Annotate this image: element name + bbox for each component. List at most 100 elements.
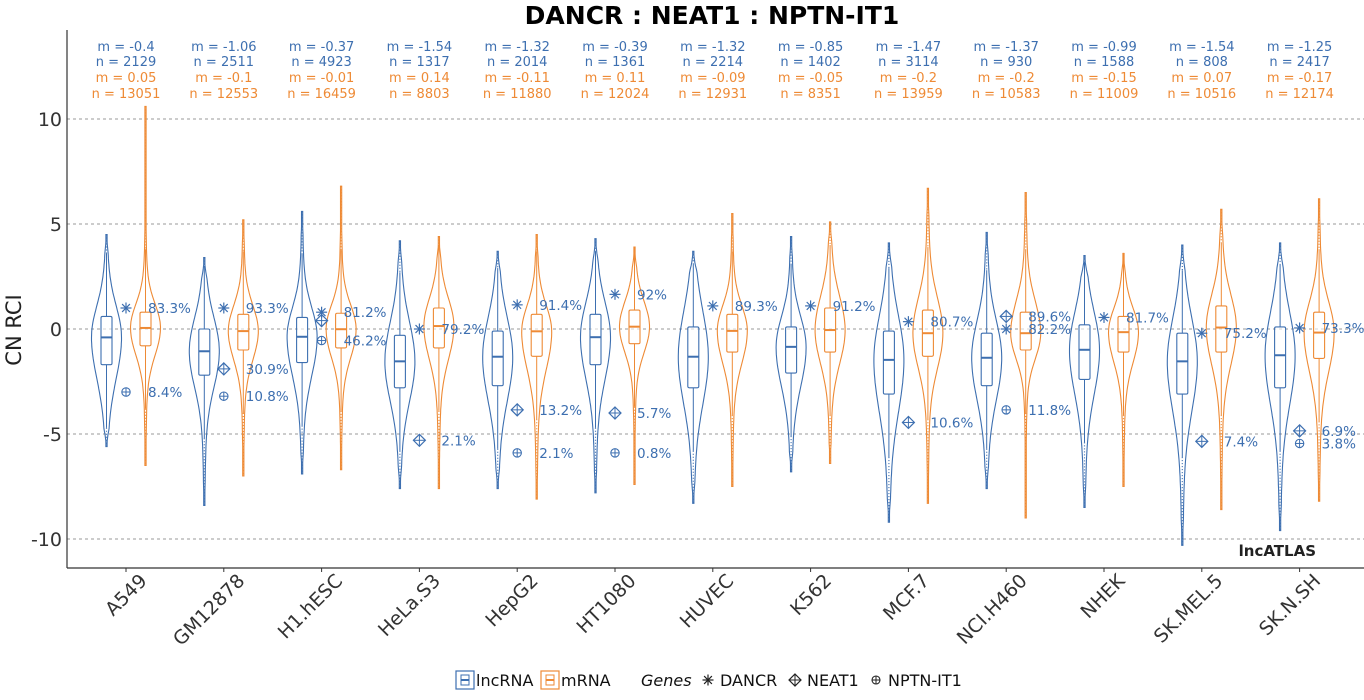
dancr-pct-label: 91.4%: [539, 298, 582, 314]
neat1-marker: [1194, 434, 1209, 449]
gene-markers: 83.3% 93.3% 81.2% 79.2% 91.4% 92% 89.3% 91.2% 80…: [120, 287, 1364, 462]
x-tick-label: MCF.7: [879, 570, 934, 625]
lncrna-stat-label: n = 1317: [389, 55, 449, 70]
neat1-pct-label: 30.9%: [246, 362, 289, 378]
lncrna-stat-label: n = 2014: [487, 55, 547, 70]
neat1-pct-label: 13.2%: [539, 403, 582, 419]
mrna-stat-label: n = 11009: [1070, 87, 1139, 102]
neat1-pct-label: 5.7%: [637, 406, 671, 422]
mrna-stat-label: m = -0.09: [680, 71, 745, 86]
x-tick-label: GM12878: [169, 570, 249, 650]
mrna-violin: [521, 233, 553, 500]
x-tick-label: SK.MEL.5: [1150, 570, 1228, 648]
violins: [90, 105, 1335, 546]
chart-title: DANCR : NEAT1 : NPTN-IT1: [525, 1, 900, 30]
legend: lncRNA mRNA Genes DANCR NEAT1 NPTN-IT1: [455, 670, 962, 690]
lncrna-violin: [873, 242, 905, 523]
lncrna-box: [1176, 332, 1189, 395]
mrna-stat-label: m = 0.05: [96, 71, 157, 86]
lncrna-box: [100, 315, 113, 366]
nptn-it1-marker: [219, 391, 229, 401]
nptn-it1-pct-label: 46.2%: [344, 334, 387, 350]
lncrna-box: [296, 316, 309, 364]
mrna-stat-label: m = -0.15: [1071, 71, 1136, 86]
grid: [67, 118, 1364, 540]
dancr-pct-label: 81.7%: [1126, 310, 1169, 326]
lncrna-stat-label: m = -1.06: [191, 40, 256, 55]
lncrna-violin: [971, 231, 1003, 490]
mrna-box: [726, 313, 739, 353]
lncrna-stat-label: m = -1.47: [876, 40, 941, 55]
lncrna-stat-label: m = -1.54: [387, 40, 452, 55]
mrna-violin: [618, 246, 651, 485]
lncrna-stat-label: m = -0.37: [289, 40, 354, 55]
neat1-pct-label: 6.9%: [1322, 424, 1356, 440]
dancr-marker: [902, 316, 914, 328]
lncrna-stat-label: n = 1361: [585, 55, 645, 70]
nptn-it1-marker: [316, 335, 327, 346]
dancr-pct-label: 80.7%: [930, 315, 973, 331]
x-tick-label: A549: [101, 570, 151, 620]
mrna-box: [530, 313, 543, 357]
dancr-marker: [1294, 322, 1306, 334]
x-tick-label: HeLa.S3: [374, 570, 445, 641]
x-tick-label: HT1080: [572, 570, 640, 638]
lncrna-stat-label: m = -1.54: [1169, 40, 1234, 55]
mrna-stat-label: n = 10516: [1167, 87, 1236, 102]
lncrna-stat-label: n = 2511: [194, 55, 254, 70]
dancr-pct-label: 73.3%: [1322, 321, 1364, 337]
nptn-it1-marker: [1001, 405, 1011, 415]
nptn-it1-marker: [610, 448, 620, 458]
mrna-stat-label: n = 8803: [389, 87, 449, 102]
mrna-stat-label: n = 10583: [972, 87, 1041, 102]
dancr-pct-label: 89.3%: [735, 299, 778, 315]
legend-neat1-icon: [788, 673, 802, 687]
y-tick-label: 10: [38, 109, 62, 131]
lncrna-stat-label: n = 3114: [878, 55, 938, 70]
lncrna-box: [1274, 326, 1287, 389]
lncrna-stat-label: m = -1.32: [484, 40, 549, 55]
dancr-marker: [707, 300, 719, 312]
y-tick-label: -5: [43, 424, 62, 446]
legend-nptn-it1-label: NPTN-IT1: [888, 671, 962, 690]
lncrna-stat-label: n = 2417: [1269, 55, 1329, 70]
dancr-pct-label: 81.2%: [344, 305, 387, 321]
lncrna-box: [785, 326, 798, 374]
x-tick-label: K562: [786, 570, 836, 620]
mrna-stat-label: n = 13051: [92, 87, 161, 102]
dancr-marker: [1196, 327, 1208, 339]
lncrna-stat-label: m = -1.25: [1267, 40, 1332, 55]
nptn-it1-pct-label: 10.8%: [246, 389, 289, 405]
neat1-marker: [999, 309, 1014, 324]
lncrna-stat-label: n = 2214: [683, 55, 743, 70]
neat1-marker: [901, 415, 916, 430]
dancr-marker: [413, 323, 425, 335]
lncrna-stat-label: m = -0.39: [582, 40, 647, 55]
x-tick-label: H1.hESC: [274, 570, 347, 643]
dancr-marker: [1098, 311, 1110, 323]
dancr-marker: [805, 300, 817, 312]
legend-dancr-icon: [702, 674, 714, 686]
dancr-pct-label: 83.3%: [148, 301, 191, 317]
legend-mrna-label: mRNA: [561, 671, 611, 690]
mrna-stat-label: m = -0.2: [978, 71, 1035, 86]
lncrna-stat-label: n = 1402: [780, 55, 840, 70]
mrna-stat-label: m = -0.01: [289, 71, 354, 86]
neat1-marker: [608, 406, 622, 420]
dancr-marker: [1000, 323, 1012, 335]
lncrna-stat-label: m = -0.85: [778, 40, 843, 55]
nptn-it1-pct-label: 8.4%: [148, 385, 182, 401]
legend-genes-title: Genes: [641, 671, 692, 690]
lncrna-stat-label: n = 2129: [96, 55, 156, 70]
neat1-marker: [510, 403, 525, 417]
neat1-marker: [216, 362, 231, 376]
dancr-pct-label: 75.2%: [1224, 326, 1267, 342]
nptn-it1-pct-label: 2.1%: [539, 446, 573, 462]
dancr-pct-label: 82.2%: [1028, 322, 1071, 338]
mrna-stat-label: m = -0.17: [1267, 71, 1332, 86]
legend-lncrna-label: lncRNA: [476, 671, 533, 690]
neat1-marker: [314, 313, 329, 328]
nptn-it1-marker: [1294, 438, 1305, 449]
lncrna-box: [980, 332, 993, 387]
